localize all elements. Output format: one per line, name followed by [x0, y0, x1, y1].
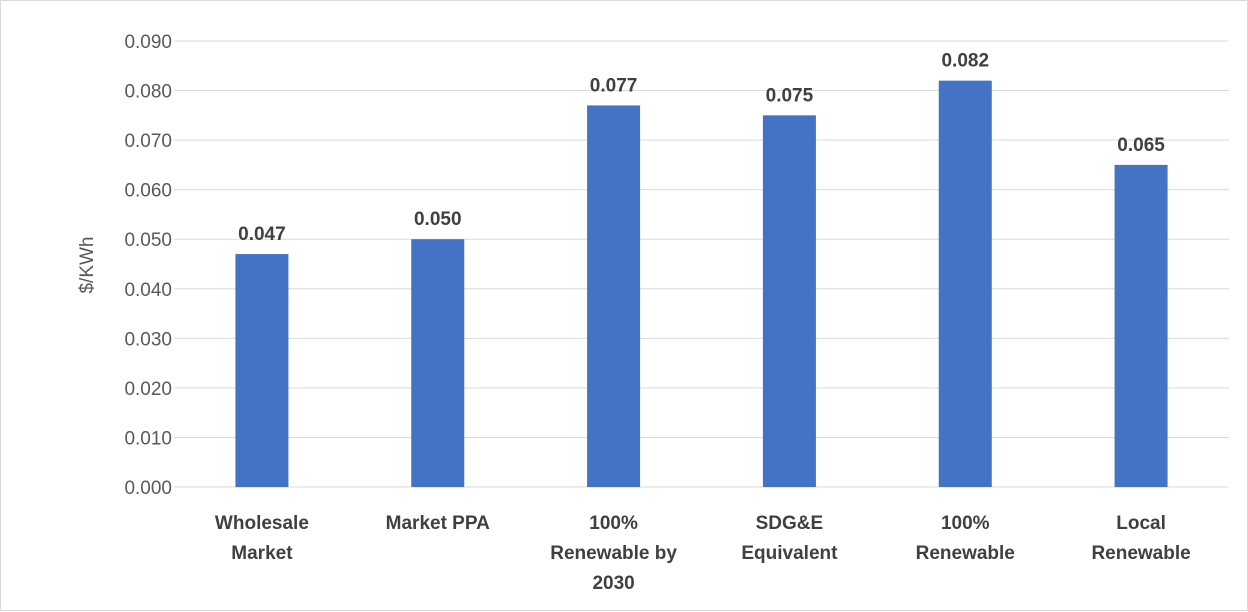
y-tick-label: 0.050: [124, 230, 172, 251]
x-category-label-line: Wholesale: [215, 513, 309, 534]
x-category-label-line: Equivalent: [741, 543, 838, 564]
data-label: 0.075: [766, 85, 814, 106]
y-tick-label: 0.010: [124, 428, 172, 449]
x-category-label-line: SDG&E: [756, 513, 824, 534]
gridlines: [174, 40, 1229, 488]
y-tick-label: 0.000: [124, 478, 172, 499]
y-tick-label: 0.080: [124, 82, 172, 103]
data-label: 0.077: [590, 75, 638, 96]
data-label: 0.082: [941, 51, 989, 72]
x-category-label-line: 2030: [592, 573, 634, 594]
data-label: 0.065: [1117, 135, 1165, 156]
y-tick-label: 0.040: [124, 280, 172, 301]
data-label: 0.047: [238, 224, 286, 245]
x-category-label-line: Local: [1116, 513, 1166, 534]
bar: [587, 105, 641, 487]
bars: [235, 80, 1168, 488]
y-tick-label: 0.020: [124, 379, 172, 400]
x-category-label: 100% Renewable by 2030: [550, 513, 677, 594]
y-tick-label: 0.090: [124, 32, 172, 53]
x-category-label-line: Renewable: [916, 543, 1015, 564]
x-category-label-line: Renewable: [1091, 543, 1190, 564]
x-category-label-line: Renewable by: [550, 543, 677, 564]
x-category-label: Wholesale Market: [215, 513, 309, 564]
y-tick-label: 0.060: [124, 181, 172, 202]
x-category-label: 100% Renewable: [916, 513, 1015, 564]
x-category-label-line: 100%: [941, 513, 990, 534]
bar: [938, 80, 992, 488]
x-category-label-line: 100%: [589, 513, 638, 534]
bar: [235, 254, 289, 487]
y-tick-label: 0.070: [124, 131, 172, 152]
y-tick-label: 0.030: [124, 329, 172, 350]
x-category-label-line: Market PPA: [386, 513, 490, 534]
bar: [762, 115, 816, 487]
x-category-label: Market PPA: [386, 513, 490, 534]
x-axis-categories: Wholesale Market Market PPA 100% Renewable b…: [215, 513, 1191, 594]
x-category-label: Local Renewable: [1091, 513, 1190, 564]
bar: [1114, 164, 1168, 487]
y-axis-ticks: 0.000 0.010 0.020 0.030 0.040 0.050 0.060 0.070…: [124, 32, 172, 499]
x-category-label-line: Market: [231, 543, 293, 564]
data-labels: 0.047 0.050 0.077 0.075 0.082 0.065: [238, 51, 1165, 245]
bar: [411, 239, 465, 487]
x-category-label: SDG&E Equivalent: [741, 513, 838, 564]
data-label: 0.050: [414, 209, 462, 230]
y-axis-title: $/KWh: [77, 236, 98, 293]
